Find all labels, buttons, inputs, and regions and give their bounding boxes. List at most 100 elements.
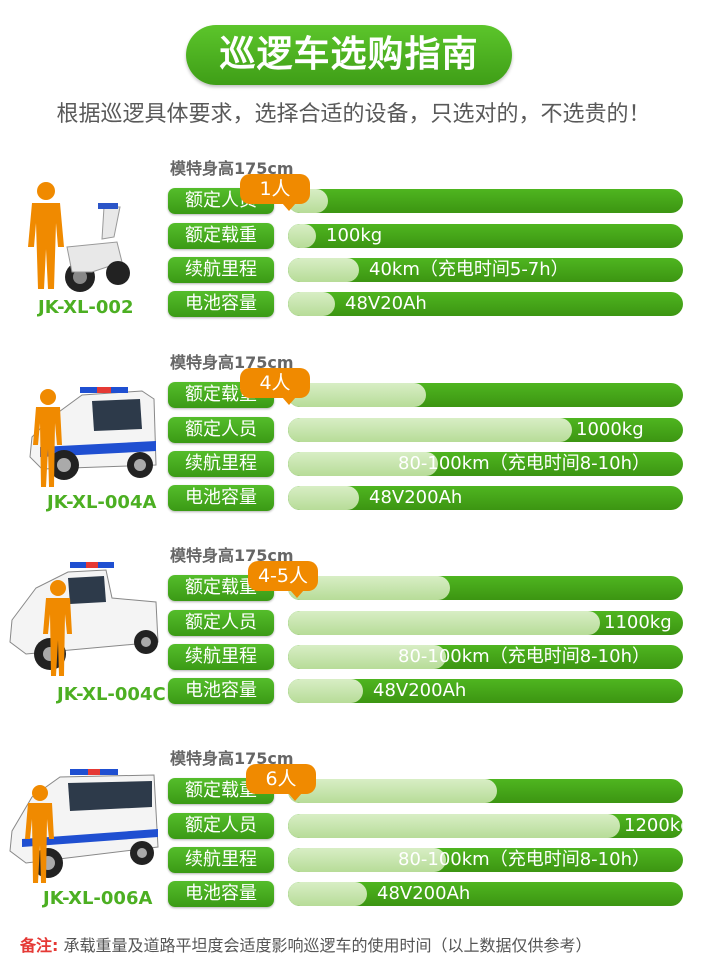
capacity-bubble: 4人 [240,368,310,405]
spec-row: 电池容量 48V200Ah [168,678,688,704]
spec-bar: 1100kg [288,611,683,635]
spec-bar: 40km（充电时间5-7h） [288,258,683,282]
spec-bar-fill [288,848,446,872]
capacity-bubble-text: 6人 [265,768,297,790]
spec-bar: 48V200Ah [288,882,683,906]
patrol-car-icon [9,562,159,670]
spec-bar-fill [288,645,446,669]
spec-label: 额定人员 [168,813,274,839]
spec-bar [288,383,683,407]
spec-bar: 100kg [288,224,683,248]
spec-bar: 80-100km（充电时间8-10h） [288,645,683,669]
model-code: JK-XL-002 [38,297,134,318]
spec-value: 100kg [326,225,383,246]
model-section-3: 模特身高175cm JK-XL-004C 额定载重额定人员 1100kg 续航里程 8… [0,542,707,712]
footnote: 备注: 承载重量及道路平坦度会适度影响巡逻车的使用时间（以上数据仅供参考） [20,932,592,956]
spec-label: 额定人员 [168,610,274,636]
person-figure-icon [33,389,62,487]
spec-bar-fill [288,292,335,316]
spec-label: 额定载重 [168,223,274,249]
spec-value: 1200kg [624,815,683,836]
spec-label: 续航里程 [168,451,274,477]
spec-value: 1100kg [604,612,672,633]
spec-row: 额定人员 1000kg [168,417,688,443]
model-code: JK-XL-004C [57,684,166,705]
spec-label: 电池容量 [168,291,274,317]
spec-bar [288,576,683,600]
spec-row: 续航里程 80-100km（充电时间8-10h） [168,644,688,670]
spec-bar: 48V20Ah [288,292,683,316]
spec-row: 续航里程 80-100km（充电时间8-10h） [168,847,688,873]
footnote-text: 承载重量及道路平坦度会适度影响巡逻车的使用时间（以上数据仅供参考） [63,936,592,955]
spec-label: 续航里程 [168,644,274,670]
capacity-bubble-text: 1人 [259,178,291,200]
spec-row: 额定载重 [168,382,688,408]
spec-bar: 1000kg [288,418,683,442]
spec-label: 电池容量 [168,881,274,907]
spec-bar: 80-100km（充电时间8-10h） [288,452,683,476]
spec-label: 额定人员 [168,417,274,443]
spec-value: 48V20Ah [345,293,427,314]
spec-label: 续航里程 [168,847,274,873]
spec-bar-fill [288,611,600,635]
spec-value: 48V200Ah [377,883,471,904]
patrol-car-icon [29,387,157,480]
spec-value: 80-100km（充电时间8-10h） [398,453,650,474]
spec-row: 额定人员 1200kg [168,813,688,839]
spec-value: 48V200Ah [369,487,463,508]
spec-bar-fill [288,383,426,407]
spec-row: 额定人员 1100kg [168,610,688,636]
scooter-icon [65,203,130,292]
person-figure-icon [28,182,64,289]
scooter-with-person-image [28,182,130,292]
spec-label: 电池容量 [168,485,274,511]
spec-row: 电池容量 48V200Ah [168,881,688,907]
spec-row: 续航里程 80-100km（充电时间8-10h） [168,451,688,477]
model-code: JK-XL-006A [43,888,153,909]
spec-row: 额定载重 100kg [168,223,688,249]
page-subtitle: 根据巡逻具体要求，选择合适的设备，只选对的，不选贵的！ [56,102,651,127]
spec-bar-fill [288,418,572,442]
spec-bar-fill [288,224,316,248]
bubble-tail [282,397,296,405]
person-figure-icon [25,785,54,883]
spec-label: 电池容量 [168,678,274,704]
patrol-car-with-person-image [29,387,157,487]
spec-value: 40km（充电时间5-7h） [369,259,569,280]
person-figure-icon [43,580,72,676]
spec-bar-fill [288,452,438,476]
spec-row: 额定载重 [168,575,688,601]
spec-label: 续航里程 [168,257,274,283]
capacity-bubble-text: 4人 [259,372,291,394]
spec-bar: 80-100km（充电时间8-10h） [288,848,683,872]
footnote-label: 备注: [20,936,59,955]
spec-bar: 48V200Ah [288,486,683,510]
model-height-label: 模特身高175cm [170,749,294,768]
spec-bar-fill [288,258,359,282]
spec-row: 电池容量 48V200Ah [168,485,688,511]
spec-bar-fill [288,882,367,906]
model-section-1: 模特身高175cm JK-XL-002 额定人员 额定载重 100kg 续航里程 40k… [0,155,707,325]
spec-bar-fill [288,679,363,703]
spec-bar-fill [288,779,497,803]
model-height-label: 模特身高175cm [170,353,294,372]
spec-value: 48V200Ah [373,680,467,701]
bubble-tail [282,203,296,211]
spec-row: 电池容量 48V20Ah [168,291,688,317]
capacity-bubble: 4-5人 [248,561,318,598]
bubble-tail [290,590,304,598]
page-title: 巡逻车选购指南 [186,25,512,85]
patrol-pickup-with-person-image [9,562,159,676]
spec-bar: 48V200Ah [288,679,683,703]
spec-value: 1000kg [576,419,644,440]
spec-row: 额定载重 [168,778,688,804]
model-height-label: 模特身高175cm [170,546,294,565]
capacity-bubble: 1人 [240,174,310,211]
capacity-bubble: 6人 [246,764,316,801]
bubble-tail [288,793,302,801]
spec-value: 80-100km（充电时间8-10h） [398,849,650,870]
capacity-bubble-text: 4-5人 [257,565,309,587]
model-height-label: 模特身高175cm [170,159,294,178]
spec-bar [288,779,683,803]
